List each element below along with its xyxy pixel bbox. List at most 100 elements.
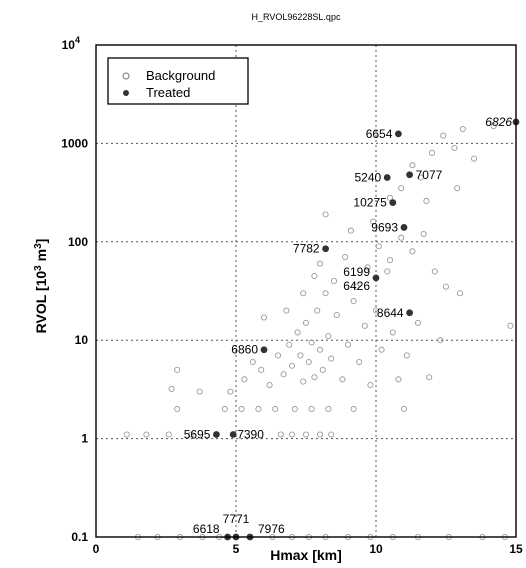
background-point <box>350 297 357 305</box>
background-point <box>311 374 318 381</box>
x-tick-label: 15 <box>509 542 523 556</box>
legend-label-treated: Treated <box>146 85 190 100</box>
background-point <box>454 185 461 192</box>
treated-point-label: 7976 <box>258 522 285 536</box>
background-point <box>300 378 307 385</box>
background-point <box>440 132 447 139</box>
legend-marker-treated <box>123 90 129 96</box>
x-tick-label: 5 <box>233 542 240 556</box>
background-point <box>311 272 318 279</box>
background-point <box>328 355 335 362</box>
treated-point <box>213 431 220 438</box>
background-point <box>409 248 416 255</box>
background-point <box>375 243 382 250</box>
background-point <box>470 155 478 162</box>
background-point <box>384 268 391 275</box>
background-point <box>196 388 203 395</box>
background-point <box>316 260 324 267</box>
background-point <box>305 358 312 366</box>
background-point <box>294 329 301 336</box>
background-point <box>344 341 352 348</box>
background-point <box>456 290 464 297</box>
treated-point <box>406 309 413 317</box>
background-point <box>372 307 380 314</box>
background-point <box>347 227 354 234</box>
background-point <box>322 211 329 218</box>
background-point <box>297 352 304 359</box>
background-point <box>398 185 405 192</box>
background-point <box>370 218 377 225</box>
background-point <box>288 362 296 369</box>
background-point <box>414 319 422 326</box>
y-tick-label: 0.1 <box>71 530 88 544</box>
treated-point <box>389 199 397 207</box>
background-point <box>308 405 315 413</box>
background-point <box>302 431 310 438</box>
background-point <box>286 341 293 348</box>
background-point <box>316 346 324 353</box>
background-point <box>442 283 450 290</box>
y-tick-label: 10 <box>75 333 89 347</box>
treated-point-label: 6860 <box>231 343 258 357</box>
background-point <box>367 382 374 389</box>
background-point <box>507 322 514 329</box>
treated-point-label: 7077 <box>416 168 443 182</box>
treated-point-label: 8644 <box>377 306 404 320</box>
background-point <box>123 431 130 438</box>
background-point <box>386 257 394 264</box>
background-point <box>333 312 340 319</box>
background-point <box>361 322 368 329</box>
legend-marker-background <box>122 72 130 80</box>
treated-point-label: 7782 <box>293 242 320 256</box>
treated-point-label: 10275 <box>353 196 387 210</box>
treated-point-label: 5695 <box>184 428 211 442</box>
background-point <box>266 382 273 389</box>
background-point <box>260 314 268 321</box>
background-point <box>364 264 371 271</box>
background-point <box>300 290 307 297</box>
x-axis-ticks: 0 5 10 15 <box>93 542 523 556</box>
background-point <box>431 268 438 275</box>
background-point <box>288 431 296 438</box>
background-point <box>400 405 408 413</box>
background-point <box>459 125 466 133</box>
background-point <box>403 352 410 359</box>
background-point <box>238 405 245 413</box>
treated-point-label: 5240 <box>354 171 381 185</box>
treated-point-label: 6426 <box>343 279 370 293</box>
background-point <box>319 366 326 373</box>
treated-point-label: 6199 <box>343 265 370 279</box>
background-point <box>165 431 172 438</box>
background-point <box>316 431 324 438</box>
x-axis-title: Hmax [km] <box>270 547 342 563</box>
y-axis-title: RVOL [103 m3] <box>33 239 49 334</box>
background-point <box>356 358 363 366</box>
background-point <box>314 307 321 314</box>
legend-box <box>107 57 249 105</box>
background-point <box>378 346 385 353</box>
background-point <box>291 405 298 413</box>
plot-frame <box>95 44 517 538</box>
treated-point-label: 7771 <box>223 512 250 526</box>
background-point <box>398 234 405 241</box>
background-point <box>417 174 424 181</box>
y-tick-exponent: 4 <box>75 35 80 45</box>
y-tick-label: 1 <box>81 432 88 446</box>
y-axis-title-sup1: 3 <box>33 265 44 271</box>
treated-point-label: 6618 <box>193 522 220 536</box>
background-point <box>249 358 256 366</box>
background-point <box>389 329 396 336</box>
background-point <box>188 431 195 438</box>
background-point <box>490 123 497 130</box>
treated-point-label: 6826 <box>485 115 512 129</box>
background-point <box>168 385 175 392</box>
background-point <box>428 149 436 156</box>
background-point <box>437 337 444 344</box>
background-point <box>174 366 181 373</box>
background-point <box>386 194 394 201</box>
background-point <box>325 333 332 340</box>
treated-point-label: 6654 <box>366 127 393 141</box>
background-point <box>350 405 357 413</box>
y-axis-title-end: ] <box>33 239 49 244</box>
